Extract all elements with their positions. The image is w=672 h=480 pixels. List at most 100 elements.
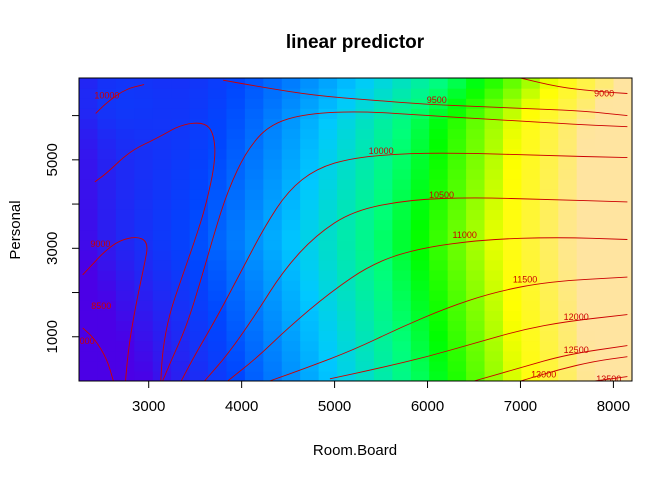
heatmap-cell (429, 280, 449, 291)
heatmap-cell (558, 229, 578, 241)
heatmap-cell (613, 108, 632, 119)
heatmap-cell (79, 148, 99, 160)
heatmap-cell (502, 179, 522, 190)
heatmap-cell (429, 340, 449, 352)
heatmap-cell (244, 138, 264, 150)
heatmap-cell (134, 300, 154, 311)
heatmap-cell (152, 330, 172, 342)
heatmap-cell (189, 249, 209, 261)
heatmap-cell (208, 179, 228, 190)
heatmap-cell (281, 108, 301, 119)
heatmap-cell (484, 330, 504, 342)
heatmap-cell (115, 168, 135, 180)
heatmap-cell (318, 78, 338, 89)
heatmap-cell (337, 280, 357, 291)
heatmap-cell (429, 158, 449, 170)
heatmap-cell (189, 350, 209, 362)
heatmap-cell (576, 259, 596, 271)
heatmap-cell (115, 199, 135, 210)
heatmap-cell (115, 118, 135, 130)
heatmap-cell (318, 290, 338, 301)
heatmap-cell (244, 199, 264, 210)
heatmap-cell (152, 209, 172, 220)
heatmap-cell (595, 229, 615, 241)
heatmap-cell (613, 138, 632, 150)
heatmap-cell (244, 269, 264, 281)
heatmap-cell (484, 158, 504, 170)
heatmap-cell (208, 148, 228, 160)
heatmap-cell (613, 360, 632, 372)
heatmap-cell (97, 98, 117, 109)
heatmap-cell (115, 269, 135, 281)
heatmap-cell (244, 290, 264, 301)
heatmap-cell (318, 239, 338, 251)
heatmap-cell (263, 320, 283, 332)
heatmap-cell (226, 199, 246, 210)
heatmap-cell (429, 128, 449, 140)
heatmap-cell (613, 128, 632, 140)
heatmap-cell (244, 168, 264, 180)
heatmap-cell (263, 330, 283, 342)
heatmap-cell (79, 138, 99, 150)
heatmap-cell (189, 138, 209, 150)
heatmap-cell (134, 118, 154, 130)
heatmap-cell (79, 118, 99, 130)
heatmap-cell (300, 88, 320, 99)
heatmap-cell (244, 158, 264, 170)
heatmap-cell (281, 259, 301, 271)
heatmap-cell (300, 239, 320, 251)
heatmap-cell (281, 280, 301, 291)
heatmap-cell (208, 209, 228, 220)
heatmap-cell (484, 108, 504, 119)
heatmap-cell (502, 168, 522, 180)
heatmap-cell (226, 239, 246, 251)
heatmap-cell (595, 128, 615, 140)
heatmap-cell (244, 108, 264, 119)
heatmap-cell (392, 290, 412, 301)
heatmap-cell (79, 98, 99, 109)
heatmap-cell (337, 168, 357, 180)
heatmap-cell (466, 229, 486, 241)
heatmap-cell (97, 189, 117, 200)
heatmap-cell (226, 108, 246, 119)
heatmap-cell (539, 88, 559, 99)
heatmap-cell (244, 118, 264, 130)
heatmap-cell (447, 219, 467, 231)
heatmap-cell (263, 199, 283, 210)
heatmap-cell (410, 209, 430, 220)
heatmap-cell (281, 158, 301, 170)
heatmap-cell (558, 138, 578, 150)
heatmap-cell (97, 259, 117, 271)
heatmap-cell (171, 249, 191, 261)
heatmap-cell (79, 320, 99, 332)
heatmap-cell (484, 370, 504, 381)
heatmap-cell (97, 199, 117, 210)
heatmap-cell (152, 340, 172, 352)
heatmap-cell (410, 219, 430, 231)
heatmap-cell (576, 158, 596, 170)
heatmap-cell (79, 179, 99, 190)
heatmap-cell (392, 189, 412, 200)
heatmap-cell (521, 138, 541, 150)
heatmap-cell (502, 219, 522, 231)
heatmap-cell (502, 128, 522, 140)
heatmap-cell (189, 340, 209, 352)
heatmap-cell (79, 158, 99, 170)
heatmap-cell (447, 88, 467, 99)
heatmap-cell (558, 128, 578, 140)
heatmap-cell (466, 189, 486, 200)
heatmap-cell (226, 209, 246, 220)
heatmap-cell (539, 108, 559, 119)
heatmap-cell (171, 199, 191, 210)
x-tick-label: 7000 (504, 398, 537, 415)
heatmap-cell (484, 78, 504, 89)
heatmap-cell (318, 118, 338, 130)
heatmap-cell (502, 78, 522, 89)
heatmap-cell (355, 189, 375, 200)
heatmap-cell (539, 199, 559, 210)
heatmap-cell (355, 239, 375, 251)
heatmap-cell (576, 350, 596, 362)
heatmap-cell (208, 108, 228, 119)
heatmap-cell (373, 108, 393, 119)
heatmap-cell (226, 179, 246, 190)
